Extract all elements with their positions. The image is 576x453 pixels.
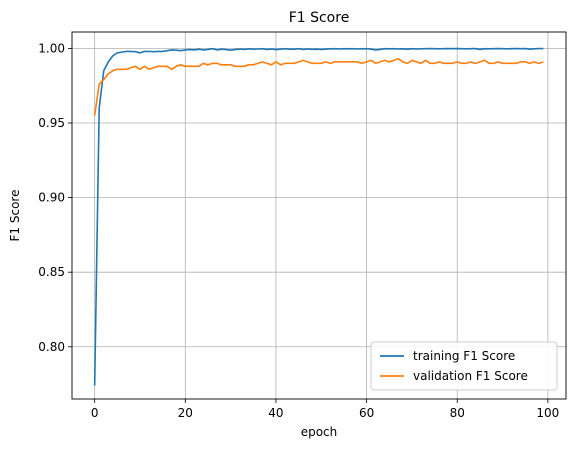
legend-label-validation: validation F1 Score <box>413 369 528 383</box>
chart-title: F1 Score <box>289 10 350 26</box>
legend-box <box>370 341 558 391</box>
y-tick-label: 0.85 <box>38 265 65 279</box>
plot-frame <box>71 31 567 400</box>
x-tick-label: 40 <box>268 406 283 420</box>
axis-ticks: 0 20 40 60 80 100 0.80 0.85 0.90 0.95 1.00 <box>38 41 559 420</box>
validation-f1-line <box>93 58 544 116</box>
y-tick-label: 0.90 <box>38 191 65 205</box>
x-axis-label: epoch <box>301 425 338 439</box>
x-tick-label: 80 <box>450 406 465 420</box>
legend: training F1 Score validation F1 Score <box>370 341 558 391</box>
x-tick-label: 100 <box>536 406 559 420</box>
training-f1-line <box>93 47 544 386</box>
x-tick-label: 0 <box>91 406 99 420</box>
y-tick-label: 1.00 <box>38 41 65 55</box>
y-tick-label: 0.80 <box>38 340 65 354</box>
legend-label-training: training F1 Score <box>413 349 515 363</box>
series-lines <box>93 47 544 386</box>
y-tick-label: 0.95 <box>38 116 65 130</box>
x-tick-label: 60 <box>359 406 374 420</box>
x-tick-label: 20 <box>178 406 193 420</box>
y-axis-label: F1 Score <box>8 190 22 242</box>
plot-area <box>72 32 566 399</box>
